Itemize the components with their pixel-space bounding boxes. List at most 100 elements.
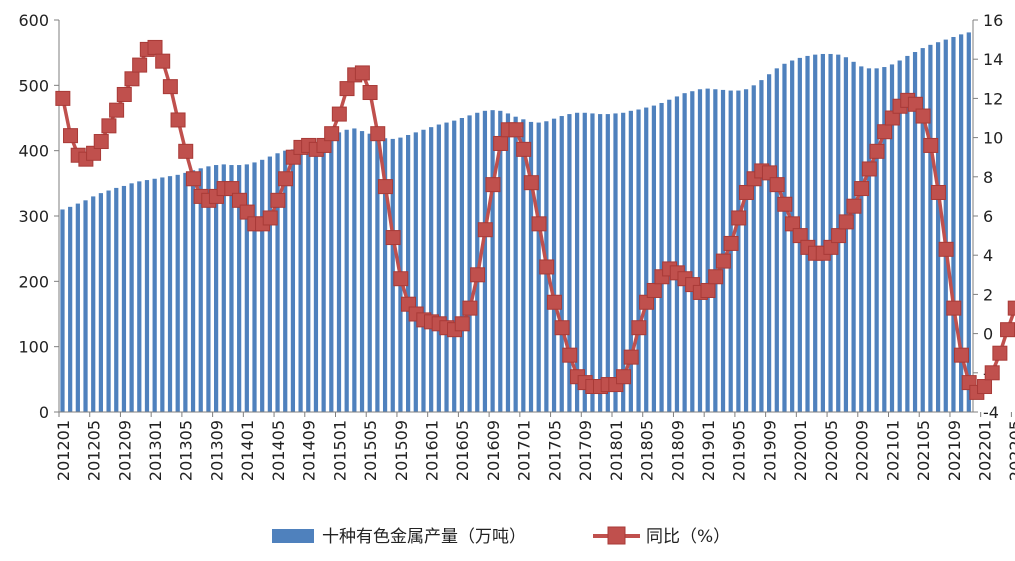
yoy-point [93,134,109,150]
y-left-tick-label: 600 [18,11,49,30]
yoy-point [861,161,877,177]
y-left-tick-label: 500 [18,76,49,95]
yoy-point [877,124,893,140]
yoy-point [324,126,340,142]
x-tick-label: 201701 [515,420,534,481]
x-tick-label: 202105 [914,420,933,481]
x-tick-label: 201505 [361,420,380,481]
bar [352,128,357,412]
bar [344,129,349,412]
yoy-point [616,369,632,385]
y-right-tick-label: 4 [983,246,993,265]
yoy-point [116,86,132,102]
bar [820,53,825,412]
yoy-point [977,379,993,395]
bar [198,168,203,412]
yoy-point [623,349,639,365]
bar [605,114,610,412]
x-tick-label: 201805 [638,420,657,481]
bar [513,116,518,412]
x-tick-label: 201709 [576,420,595,481]
x-tick-label: 202109 [945,420,964,481]
yoy-point [55,90,71,106]
bar [375,136,380,413]
x-tick-label: 202101 [883,420,902,481]
x-tick-label: 201405 [269,420,288,481]
bar [613,113,618,413]
yoy-point [331,106,347,122]
bar [475,112,480,413]
yoy-point [646,282,662,298]
bar [160,177,165,412]
legend-swatch-bar [272,529,314,543]
yoy-point [316,137,332,153]
bar [221,164,226,412]
bar [905,55,910,413]
y-right-tick-label: 0 [983,325,993,344]
yoy-point [124,71,140,87]
x-tick-label: 202001 [791,420,810,481]
x-tick-label: 201209 [115,420,134,481]
bar [889,64,895,413]
bar [467,115,472,412]
yoy-point [354,65,370,81]
yoy-point [846,198,862,214]
bar [336,132,342,412]
yoy-point [239,204,255,220]
bar [705,88,710,412]
bar [582,112,587,413]
x-tick-label: 202009 [853,420,872,481]
legend-label-bar: 十种有色金属产量（万吨） [322,527,526,547]
bar [75,203,80,412]
x-tick-label: 201305 [177,420,196,481]
bar [298,148,303,413]
bar [751,85,756,412]
bar [598,114,603,412]
x-tick-label: 201905 [730,420,749,481]
bar [720,89,726,412]
bar [951,36,956,413]
x-tick-label: 202205 [1006,420,1015,481]
bar [244,164,249,412]
axes: 0100200300400500600-4-202468101214162012… [18,11,1015,481]
legend: 十种有色金属产量（万吨） 同比（%） [272,526,730,547]
bar [114,187,119,412]
bar [183,172,188,412]
bar [482,110,488,412]
yoy-point [792,228,808,244]
bar [521,119,526,412]
bar [574,112,580,413]
yoy-point [1007,300,1015,316]
bar [713,89,718,412]
yoy-point [470,267,486,283]
yoy-point [339,81,355,97]
bar [874,68,879,412]
bar [728,90,733,412]
bar [528,121,534,413]
y-left-tick-label: 0 [39,403,49,422]
yoy-point [723,235,739,251]
bar [144,180,150,412]
bar [237,165,242,412]
bar [697,89,703,412]
bar [129,183,134,412]
y-left-tick-label: 200 [18,272,49,291]
yoy-point [708,269,724,285]
bar [106,190,111,412]
bar [390,138,395,412]
y-left-tick-label: 400 [18,142,49,161]
y-right-tick-label: 8 [983,168,993,187]
bar [498,110,503,412]
yoy-point [700,282,716,298]
bar-series [60,32,971,413]
bar [536,122,541,412]
bar [413,132,418,412]
bar [928,44,933,412]
yoy-point [462,300,478,316]
bar [590,113,595,413]
bar [267,156,272,412]
yoy-point [377,179,393,195]
yoy-point [831,228,847,244]
y-right-tick-label: 16 [983,11,1003,30]
x-tick-label: 201501 [330,420,349,481]
